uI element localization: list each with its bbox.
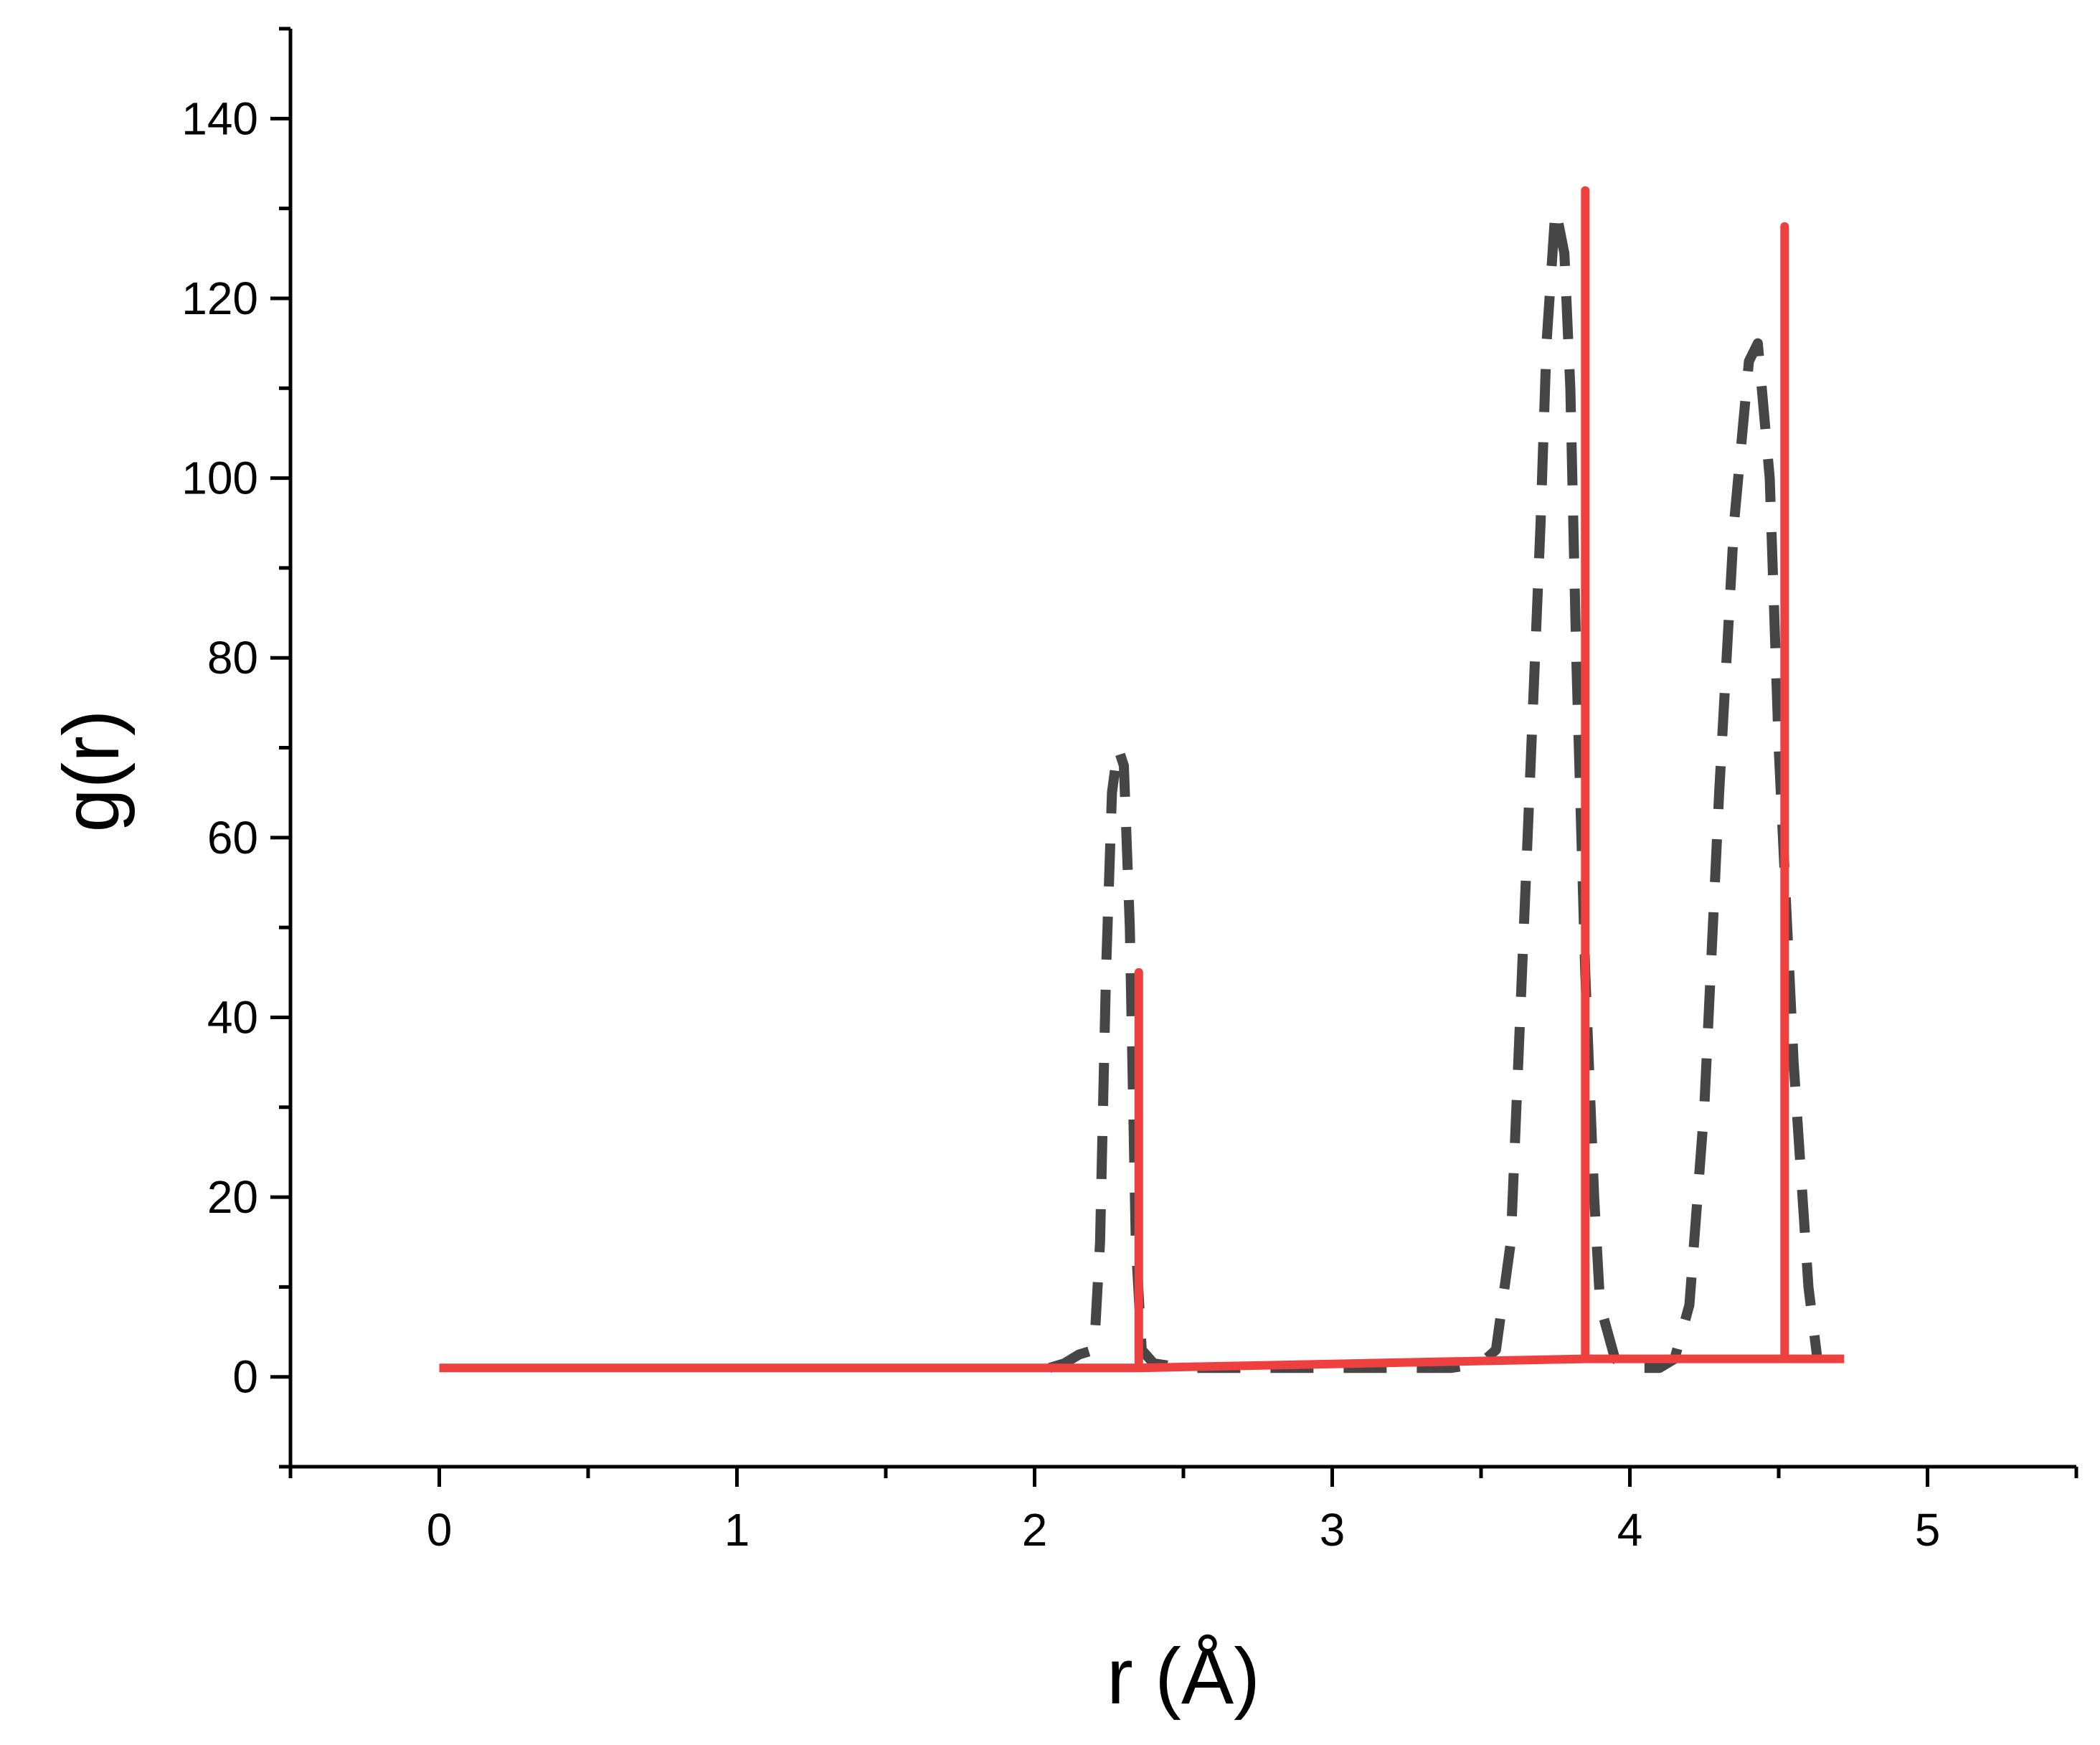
- x-tick-label: 4: [1617, 1504, 1643, 1556]
- x-tick-label: 0: [427, 1504, 453, 1556]
- x-axis-ticks: 0 1 2 3 4 5: [288, 1467, 2078, 1556]
- y-tick-label: 0: [232, 1351, 258, 1403]
- y-tick-label: 140: [181, 93, 258, 144]
- x-tick-label: 1: [724, 1504, 750, 1556]
- x-tick-label: 2: [1022, 1504, 1048, 1556]
- y-axis-title: g(r): [47, 709, 136, 832]
- y-axis-ticks: 0 20 40 60 80 100 120 140: [181, 27, 290, 1469]
- x-tick-label: 3: [1320, 1504, 1345, 1556]
- y-tick-label: 100: [181, 453, 258, 504]
- y-tick-label: 60: [207, 812, 258, 864]
- y-tick-label: 120: [181, 273, 258, 324]
- x-tick-label: 5: [1915, 1504, 1941, 1556]
- axes: [288, 29, 2076, 1469]
- y-tick-label: 20: [207, 1171, 258, 1223]
- dashed-series-line: [1048, 203, 1822, 1373]
- x-axis-title: r (Å): [1107, 1632, 1260, 1721]
- axis-frame: [288, 29, 2076, 1469]
- solid-series-line: [439, 186, 1845, 1373]
- plot-area: [439, 186, 1845, 1373]
- y-tick-label: 40: [207, 991, 258, 1043]
- y-tick-label: 80: [207, 632, 258, 684]
